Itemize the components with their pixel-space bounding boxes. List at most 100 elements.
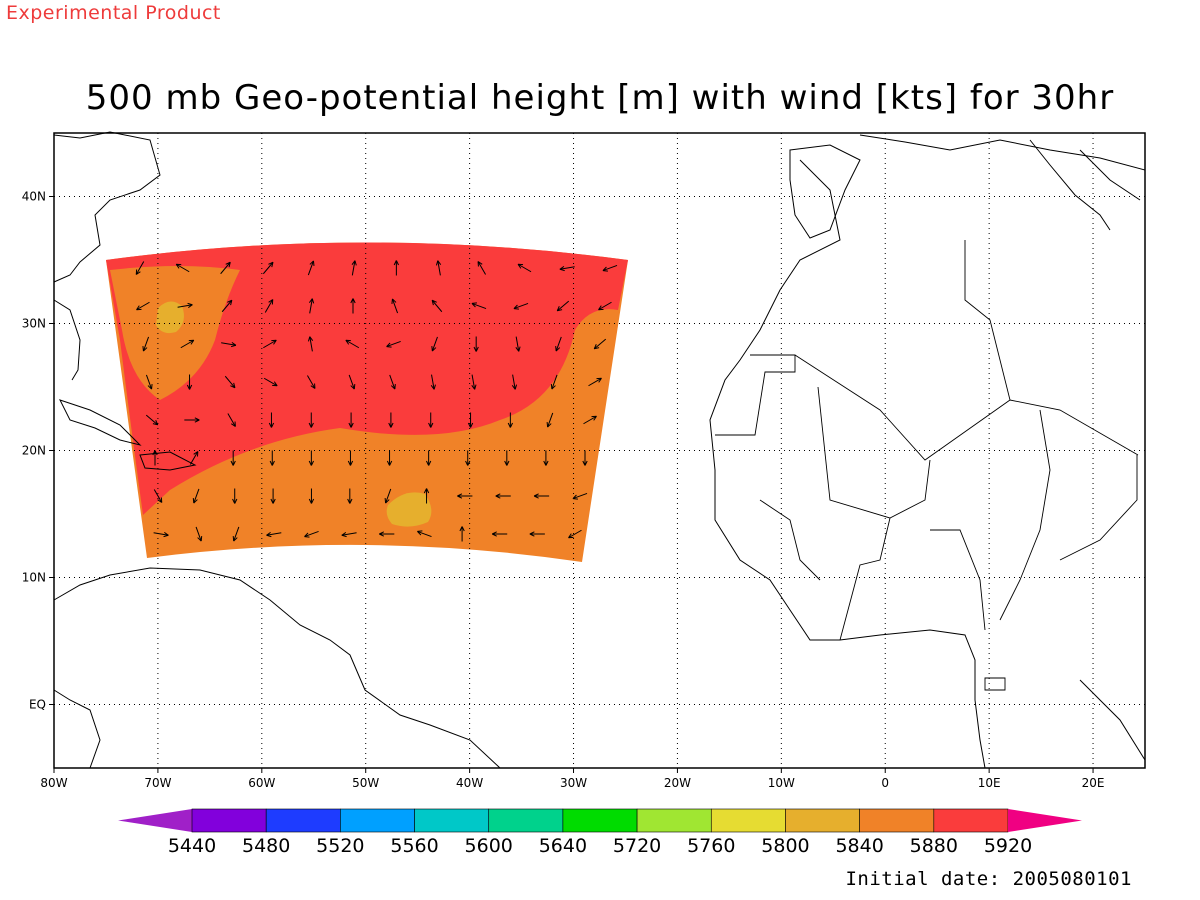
country-borders [715, 240, 1139, 691]
wind-arrow [471, 374, 477, 390]
wind-arrow [384, 488, 392, 504]
wind-arrow [568, 529, 582, 539]
wind-arrow [533, 493, 550, 499]
wind-arrow [184, 417, 200, 423]
longitude-labels: 80W 70W 60W 50W 40W 30W 20W 10W 0 10E 20E [40, 776, 1104, 790]
border-5 [999, 409, 1051, 621]
wind-arrow [348, 374, 356, 390]
colorbar-box [191, 808, 267, 833]
east-africa-coast [1079, 679, 1146, 761]
border-10 [759, 499, 821, 581]
wind-arrow [175, 263, 190, 273]
lat-label: 10N [22, 571, 46, 585]
wind-arrow [388, 412, 394, 428]
wind-arrow [345, 339, 360, 349]
colorbar-box [636, 808, 712, 833]
wind-arrow [307, 260, 315, 276]
wind-arrow [180, 339, 195, 349]
lon-label: 70W [144, 776, 171, 790]
wind-arrow [477, 261, 487, 275]
colorbar-label: 5800 [761, 835, 809, 857]
wind-arrow [266, 531, 282, 538]
wind-arrow [572, 492, 588, 500]
wind-arrow [308, 450, 314, 466]
contour-5880-pocket [110, 266, 240, 400]
wind-arrow [513, 302, 529, 310]
wind-arrow [588, 377, 602, 387]
wind-arrow [152, 450, 158, 466]
wind-arrow [559, 265, 575, 272]
wind-arrow [262, 261, 274, 275]
colorbar-box [785, 808, 860, 833]
initial-date: Initial date: 2005080101 [845, 868, 1132, 890]
wind-arrow [347, 488, 353, 504]
central-america-coast [53, 689, 101, 769]
wind-arrow [473, 336, 479, 352]
contour-5840-spot-south [386, 492, 432, 527]
wind-arrow [307, 336, 314, 352]
wind-arrow [471, 302, 487, 310]
wind-arrow [583, 415, 597, 425]
colorbar-label: 5640 [539, 835, 587, 857]
colorbar: 5440 5480 5520 5560 5600 5640 5720 5760 5800 5840… [118, 808, 1082, 857]
lon-label: 10E [978, 776, 1001, 790]
colorbar-label: 5840 [835, 835, 883, 857]
wind-arrow [556, 300, 570, 312]
wind-arrow [348, 412, 354, 428]
wind-arrow [351, 260, 357, 276]
experimental-product-label: Experimental Product [6, 2, 221, 24]
lat-label: 40N [22, 190, 46, 204]
colorbar-high-triangle [1008, 809, 1082, 832]
wind-arrow [435, 260, 442, 276]
colorbar-label: 5720 [613, 835, 661, 857]
iberia-coast [789, 144, 861, 239]
wind-arrow [270, 488, 276, 504]
wind-arrow [135, 261, 145, 275]
lon-label: 50W [352, 776, 379, 790]
wind-arrow [269, 450, 275, 466]
wind-arrow [304, 530, 319, 538]
wind-arrow [308, 488, 315, 504]
colorbar-label: 5880 [910, 835, 958, 857]
wind-arrow [227, 413, 236, 427]
colorbar-label: 5920 [984, 835, 1032, 857]
lon-label: 40W [456, 776, 483, 790]
colorbar-box [414, 808, 490, 833]
border-6 [839, 517, 891, 641]
lon-label: 30W [560, 776, 587, 790]
wind-arrow [465, 450, 471, 466]
colorbar-box [340, 808, 415, 833]
lon-label: 10W [768, 776, 795, 790]
wind-arrow [232, 488, 238, 504]
wind-arrow [431, 336, 438, 352]
wind-arrow [224, 375, 236, 389]
wind-arrow [495, 493, 511, 499]
wind-arrow [598, 301, 612, 311]
wind-arrow [386, 450, 393, 466]
wind-arrow [391, 298, 399, 314]
wind-arrow [457, 493, 473, 499]
colorbar-label: 5520 [316, 835, 364, 857]
lon-label: 60W [248, 776, 275, 790]
colorbar-box [265, 808, 341, 833]
colorbar-box [859, 808, 935, 833]
wind-arrow [136, 301, 150, 311]
wind-arrow [268, 412, 275, 428]
wind-arrow [263, 377, 278, 387]
wind-arrow [153, 489, 163, 503]
contour-5840-spot-north [156, 301, 184, 334]
border-2 [794, 354, 1139, 461]
wind-arrow [341, 531, 357, 538]
wind-arrow [428, 412, 434, 428]
wind-arrow [347, 450, 354, 466]
wind-arrow [550, 374, 558, 390]
south-america-coast [53, 567, 501, 769]
border-1 [715, 354, 796, 436]
wind-arrow [511, 374, 518, 390]
wind-arrow [555, 336, 562, 352]
wind-arrow [602, 264, 618, 272]
wind-arrow [264, 299, 274, 313]
colorbar-label: 5440 [168, 835, 216, 857]
wind-arrow [195, 526, 203, 542]
wind-arrow [221, 341, 237, 348]
